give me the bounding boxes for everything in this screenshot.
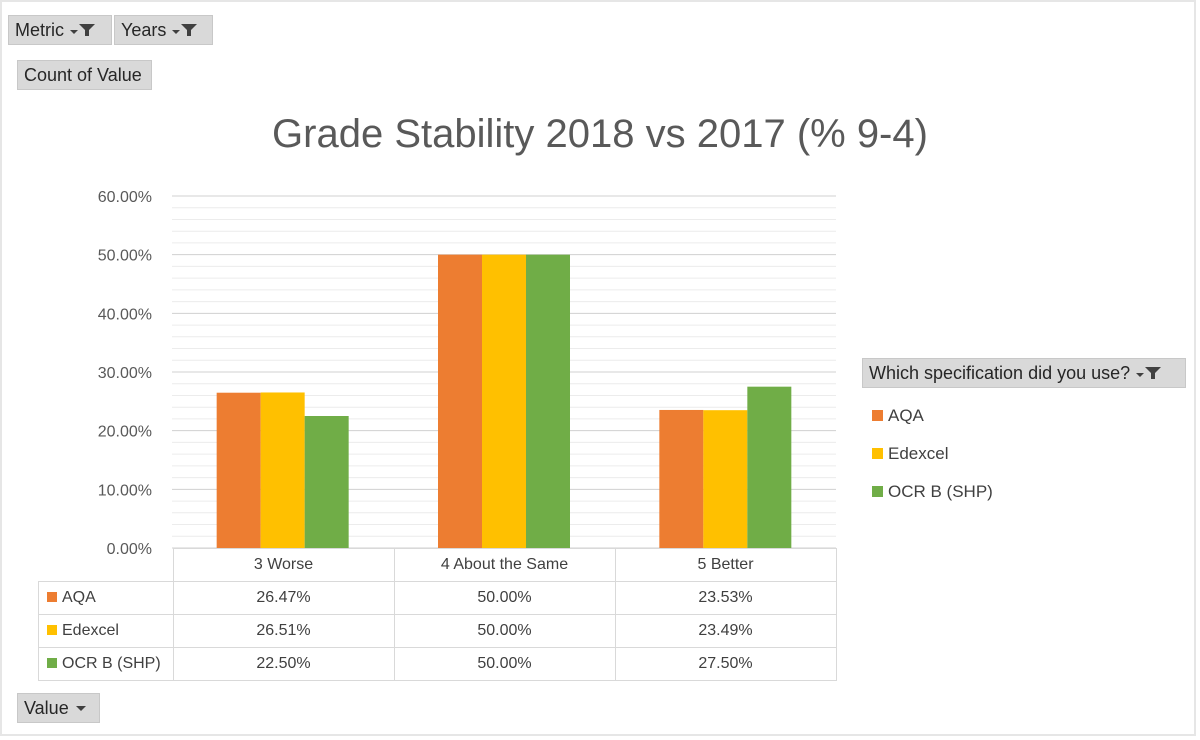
legend-field-label: Which specification did you use? [869,362,1131,383]
y-tick-label: 60.00% [98,189,152,206]
metric-filter-label: Metric [15,19,64,40]
data-table-cell: 26.51% [172,614,395,648]
data-table-cell: 23.49% [614,614,837,648]
series-row-header: Edexcel [38,614,174,648]
data-table-cell: 23.53% [614,581,837,615]
bar [526,254,570,548]
y-tick-label: 50.00% [98,248,152,265]
bar [438,254,482,548]
filter-dropdown-icon [70,22,96,38]
legend-label: OCR B (SHP) [888,482,993,501]
edexcel-swatch [47,624,57,635]
series-row-header: OCR B (SHP) [38,647,174,681]
aqa-swatch [47,591,57,602]
data-table-row: AQA 26.47% 50.00% 23.53% [38,581,837,615]
value-axis-field-label: Value [24,697,69,718]
data-table-cell: 50.00% [393,614,616,648]
metric-filter-button[interactable]: Metric [8,15,112,45]
category-label: 5 Better [614,548,837,582]
legend-label: Edexcel [888,444,949,463]
y-tick-label: 20.00% [98,424,152,441]
years-filter-button[interactable]: Years [114,15,213,45]
chart-title: Grade Stability 2018 vs 2017 (% 9-4) [272,112,928,156]
bar [260,392,305,548]
ocr-swatch [47,657,57,668]
value-axis-field-button[interactable]: Value [17,693,100,723]
legend-item-aqa: AQA [872,406,1186,426]
y-tick-label: 10.00% [98,482,152,499]
category-label: 4 About the Same [393,548,616,582]
data-table-row: Edexcel 26.51% 50.00% 23.49% [38,614,837,648]
chevron-down-icon [75,703,87,713]
legend-item-ocr: OCR B (SHP) [872,482,1186,502]
filter-dropdown-icon [172,22,198,38]
series-row-header: AQA [38,581,174,615]
bar [659,409,704,548]
aqa-swatch [872,409,883,421]
data-table-cell: 50.00% [393,581,616,615]
values-field-button[interactable]: Count of Value [17,60,152,90]
data-table-cell: 22.50% [172,647,395,681]
bar [482,254,526,548]
series-name: Edexcel [62,622,119,639]
bar [304,416,349,548]
data-table-corner [38,548,174,582]
data-table-cell: 26.47% [172,581,395,615]
legend: Which specification did you use? AQA Ede… [862,358,1186,502]
data-table-row: OCR B (SHP) 22.50% 50.00% 27.50% [38,647,837,681]
data-table-cell: 27.50% [614,647,837,681]
y-tick-label: 40.00% [98,306,152,323]
values-field-label: Count of Value [24,64,142,85]
filter-dropdown-icon [1136,365,1162,381]
data-table: 3 Worse 4 About the Same 5 Better AQA 26… [38,548,837,681]
legend-item-edexcel: Edexcel [872,444,1186,464]
series-name: AQA [62,589,96,606]
bar [703,410,748,548]
data-table-header-row: 3 Worse 4 About the Same 5 Better [38,548,837,582]
category-label: 3 Worse [172,548,395,582]
years-filter-label: Years [121,19,167,40]
legend-label: AQA [888,406,924,425]
y-tick-label: 30.00% [98,365,152,382]
edexcel-swatch [872,447,883,459]
series-name: OCR B (SHP) [62,655,161,672]
bar [216,392,261,548]
ocr-swatch [872,485,883,497]
bar [747,386,792,548]
legend-field-button[interactable]: Which specification did you use? [862,358,1186,388]
data-table-cell: 50.00% [393,647,616,681]
